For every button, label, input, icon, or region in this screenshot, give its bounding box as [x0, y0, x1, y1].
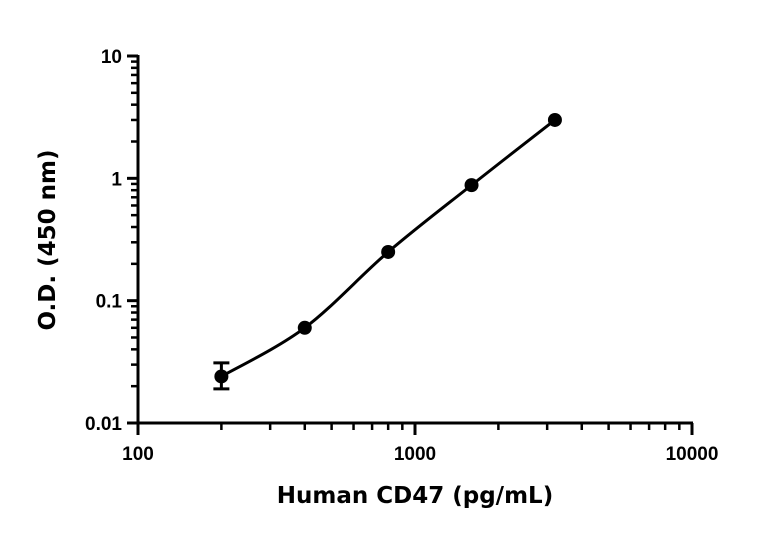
data-point — [214, 369, 229, 384]
data-point — [464, 178, 479, 193]
y-tick-label: 10 — [101, 47, 122, 68]
x-axis: 100 1000 10000 — [122, 421, 719, 465]
data-points — [213, 112, 562, 391]
x-tick-label: 10000 — [666, 444, 719, 465]
x-axis-title: Human CD47 (pg/mL) — [277, 483, 553, 509]
y-tick-label: 1 — [111, 169, 122, 190]
y-axis: 0.01 0.1 1 10 — [85, 47, 140, 435]
x-tick-label: 1000 — [394, 444, 436, 465]
data-point — [297, 320, 312, 335]
data-point — [381, 244, 396, 259]
y-tick-label: 0.1 — [96, 292, 123, 313]
data-point — [547, 112, 562, 127]
y-tick-label: 0.01 — [85, 414, 122, 435]
x-tick-label: 100 — [122, 444, 154, 465]
y-axis-title: O.D. (450 nm) — [35, 149, 61, 330]
